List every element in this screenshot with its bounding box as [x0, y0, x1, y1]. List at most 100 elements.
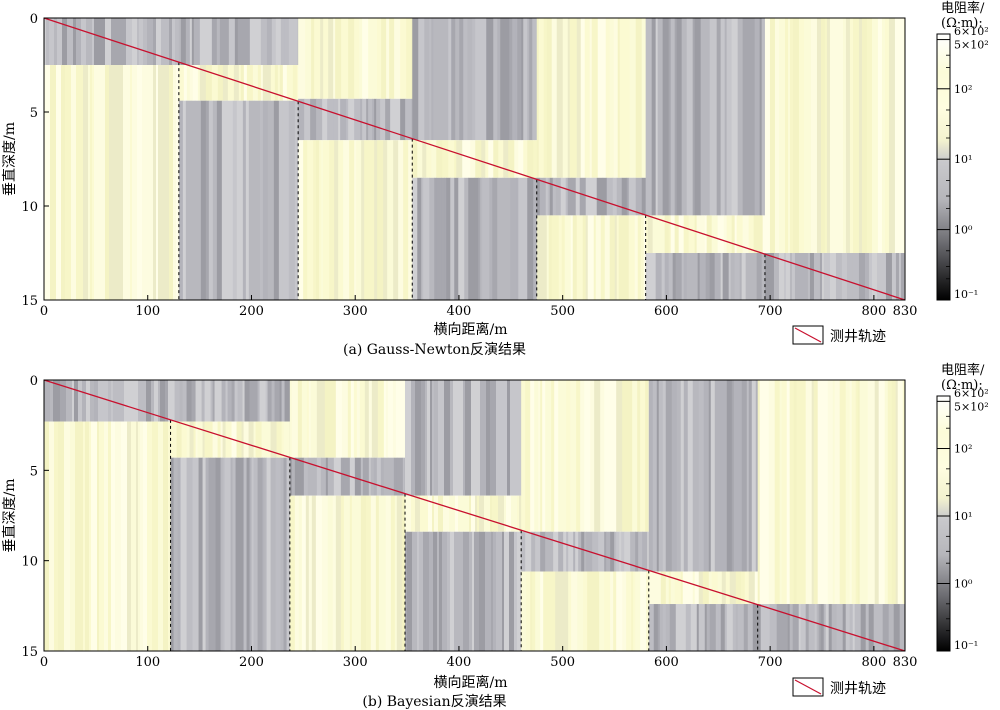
heatmap-cell — [389, 18, 395, 99]
well-trajectory-line — [43, 17, 906, 301]
heatmap-cell — [706, 215, 713, 253]
heatmap-cell — [861, 18, 868, 253]
heatmap-cell — [884, 380, 889, 605]
heatmap-cell — [690, 604, 698, 651]
heatmap-cell — [676, 380, 682, 572]
heatmap-cell — [353, 380, 358, 458]
heatmap-cell — [174, 380, 180, 422]
x-tick-label: 300 — [343, 304, 368, 319]
heatmap-cell — [489, 177, 493, 300]
heatmap-cell — [241, 421, 244, 458]
heatmap-cell — [873, 604, 878, 651]
heatmap-cell — [227, 380, 232, 422]
heatmap-cell — [147, 421, 153, 651]
heatmap-cell — [56, 65, 62, 300]
x-tick-label: 800 — [861, 304, 886, 319]
heatmap-cell — [571, 18, 578, 178]
heatmap-cell — [479, 495, 485, 532]
heatmap-cell — [340, 495, 345, 651]
heatmap-cell — [251, 457, 254, 651]
heatmap-cell — [231, 65, 235, 101]
heatmap-cell — [393, 140, 399, 300]
heatmap-cell — [451, 18, 456, 141]
y-tick-label: 0 — [30, 12, 38, 27]
heatmap-cell — [573, 531, 576, 572]
heatmap-cell — [648, 380, 654, 572]
heatmap-cell — [343, 140, 350, 300]
heatmap-cell — [282, 100, 290, 300]
heatmap-cell — [877, 18, 881, 253]
colorbar-tick-label: 10¹ — [954, 510, 972, 523]
heatmap-cell — [450, 531, 455, 651]
heatmap-cell — [604, 215, 609, 300]
heatmap-cell — [153, 18, 157, 65]
heatmap-cell — [514, 531, 518, 651]
heatmap-cell — [643, 215, 647, 300]
heatmap-cell — [717, 215, 725, 253]
heatmap-cell — [681, 253, 685, 300]
heatmap-cell — [348, 98, 355, 141]
heatmap-cell — [637, 380, 641, 532]
heatmap-cell — [291, 457, 296, 496]
heatmap-cell — [665, 571, 670, 605]
heatmap-cell — [130, 65, 133, 300]
heatmap-cell — [475, 140, 482, 178]
heatmap-cell — [316, 457, 322, 496]
heatmap-cell — [260, 18, 268, 65]
heatmap-cell — [845, 18, 851, 253]
heatmap-cell — [304, 98, 311, 141]
heatmap-cell — [447, 531, 451, 651]
heatmap-cell — [211, 65, 219, 101]
heatmap-cell — [852, 18, 860, 253]
well-trajectory-line — [43, 379, 906, 652]
heatmap-cell — [898, 253, 902, 300]
colorbar-tick-label: 5×10² — [954, 400, 989, 413]
heatmap-cell — [867, 380, 872, 605]
heatmap-cell — [515, 380, 522, 496]
heatmap-cell — [774, 380, 781, 605]
heatmap-cell — [714, 18, 718, 216]
heatmap-cell — [728, 253, 732, 300]
heatmap-cell — [422, 140, 427, 178]
heatmap-cell — [810, 18, 816, 253]
heatmap-cell — [296, 65, 299, 101]
heatmap-cell — [711, 215, 717, 253]
heatmap-cell — [433, 18, 438, 141]
heatmap-cell — [227, 65, 231, 101]
heatmap-cell — [158, 65, 161, 300]
heatmap-cell — [394, 495, 398, 651]
heatmap-cell — [377, 140, 384, 300]
heatmap-cell — [561, 215, 566, 300]
heatmap-cell — [335, 457, 342, 496]
heatmap-cell — [434, 380, 439, 496]
heatmap-cell — [475, 18, 481, 141]
heatmap-cell — [704, 604, 708, 651]
heatmap-cell — [479, 531, 486, 651]
heatmap-cell — [243, 65, 248, 101]
heatmap-cell — [647, 531, 650, 572]
heatmap-cell — [781, 604, 789, 651]
heatmap-cell — [355, 495, 362, 651]
heatmap-cell — [212, 380, 215, 422]
heatmap-cell — [527, 140, 534, 178]
heatmap-cell — [354, 140, 357, 300]
heatmap-cell — [696, 604, 700, 651]
heatmap-cell — [333, 457, 337, 496]
heatmap-cell — [899, 604, 906, 651]
heatmap-cell — [335, 380, 343, 458]
heatmap-cell — [80, 65, 84, 300]
heatmap-cell — [664, 215, 670, 253]
heatmap-cell — [199, 65, 207, 101]
heatmap-cell — [523, 140, 528, 178]
heatmap-cell — [387, 457, 395, 496]
heatmap-cell — [484, 177, 490, 300]
heatmap-cell — [543, 177, 547, 216]
heatmap-cell — [805, 604, 810, 651]
heatmap-cell — [724, 604, 728, 651]
heatmap-cell — [109, 65, 112, 300]
heatmap-cell — [662, 604, 667, 651]
heatmap-cell — [761, 253, 766, 300]
heatmap-cell — [626, 571, 632, 651]
heatmap-cell — [717, 571, 723, 605]
heatmap-cell — [811, 380, 815, 605]
